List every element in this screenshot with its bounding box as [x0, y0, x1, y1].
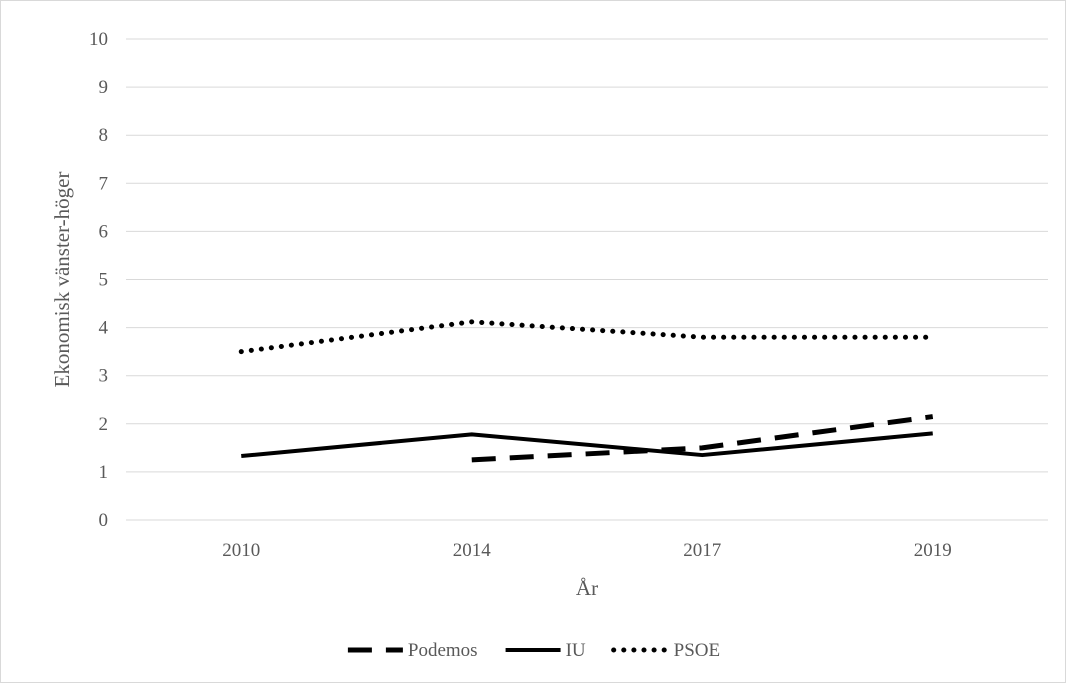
y-tick-label: 0	[99, 510, 109, 531]
y-tick-label: 4	[99, 318, 109, 339]
series-line-psoe	[238, 319, 936, 355]
y-tick-label: 10	[89, 29, 108, 50]
legend-label-iu: IU	[566, 640, 586, 661]
series-lines	[238, 319, 936, 463]
y-tick-label: 8	[99, 125, 109, 146]
x-axis-tick-labels: 2010 2014 2017 2019	[222, 540, 952, 561]
y-tick-label: 7	[99, 173, 109, 194]
x-tick-label: 2010	[222, 540, 260, 561]
legend: Podemos IU PSOE	[347, 640, 720, 661]
y-axis-title: Ekonomisk vänster-höger	[50, 172, 74, 388]
x-axis-title: År	[576, 576, 598, 600]
y-tick-label: 9	[99, 77, 109, 98]
y-tick-label: 2	[99, 414, 109, 435]
y-tick-label: 1	[99, 462, 109, 483]
x-tick-label: 2014	[453, 540, 492, 561]
y-axis-tick-labels: 0 1 2 3 4 5 6 7 8 9 10	[89, 29, 109, 531]
x-tick-label: 2017	[683, 540, 721, 561]
y-tick-label: 3	[99, 366, 109, 387]
legend-label-psoe: PSOE	[674, 640, 720, 661]
x-tick-label: 2019	[914, 540, 952, 561]
y-tick-label: 6	[99, 221, 109, 242]
series-line-podemos	[471, 414, 934, 463]
gridlines	[126, 38, 1048, 473]
series-line-iu	[241, 431, 933, 459]
legend-label-podemos: Podemos	[408, 640, 478, 661]
y-tick-label: 5	[99, 270, 109, 291]
